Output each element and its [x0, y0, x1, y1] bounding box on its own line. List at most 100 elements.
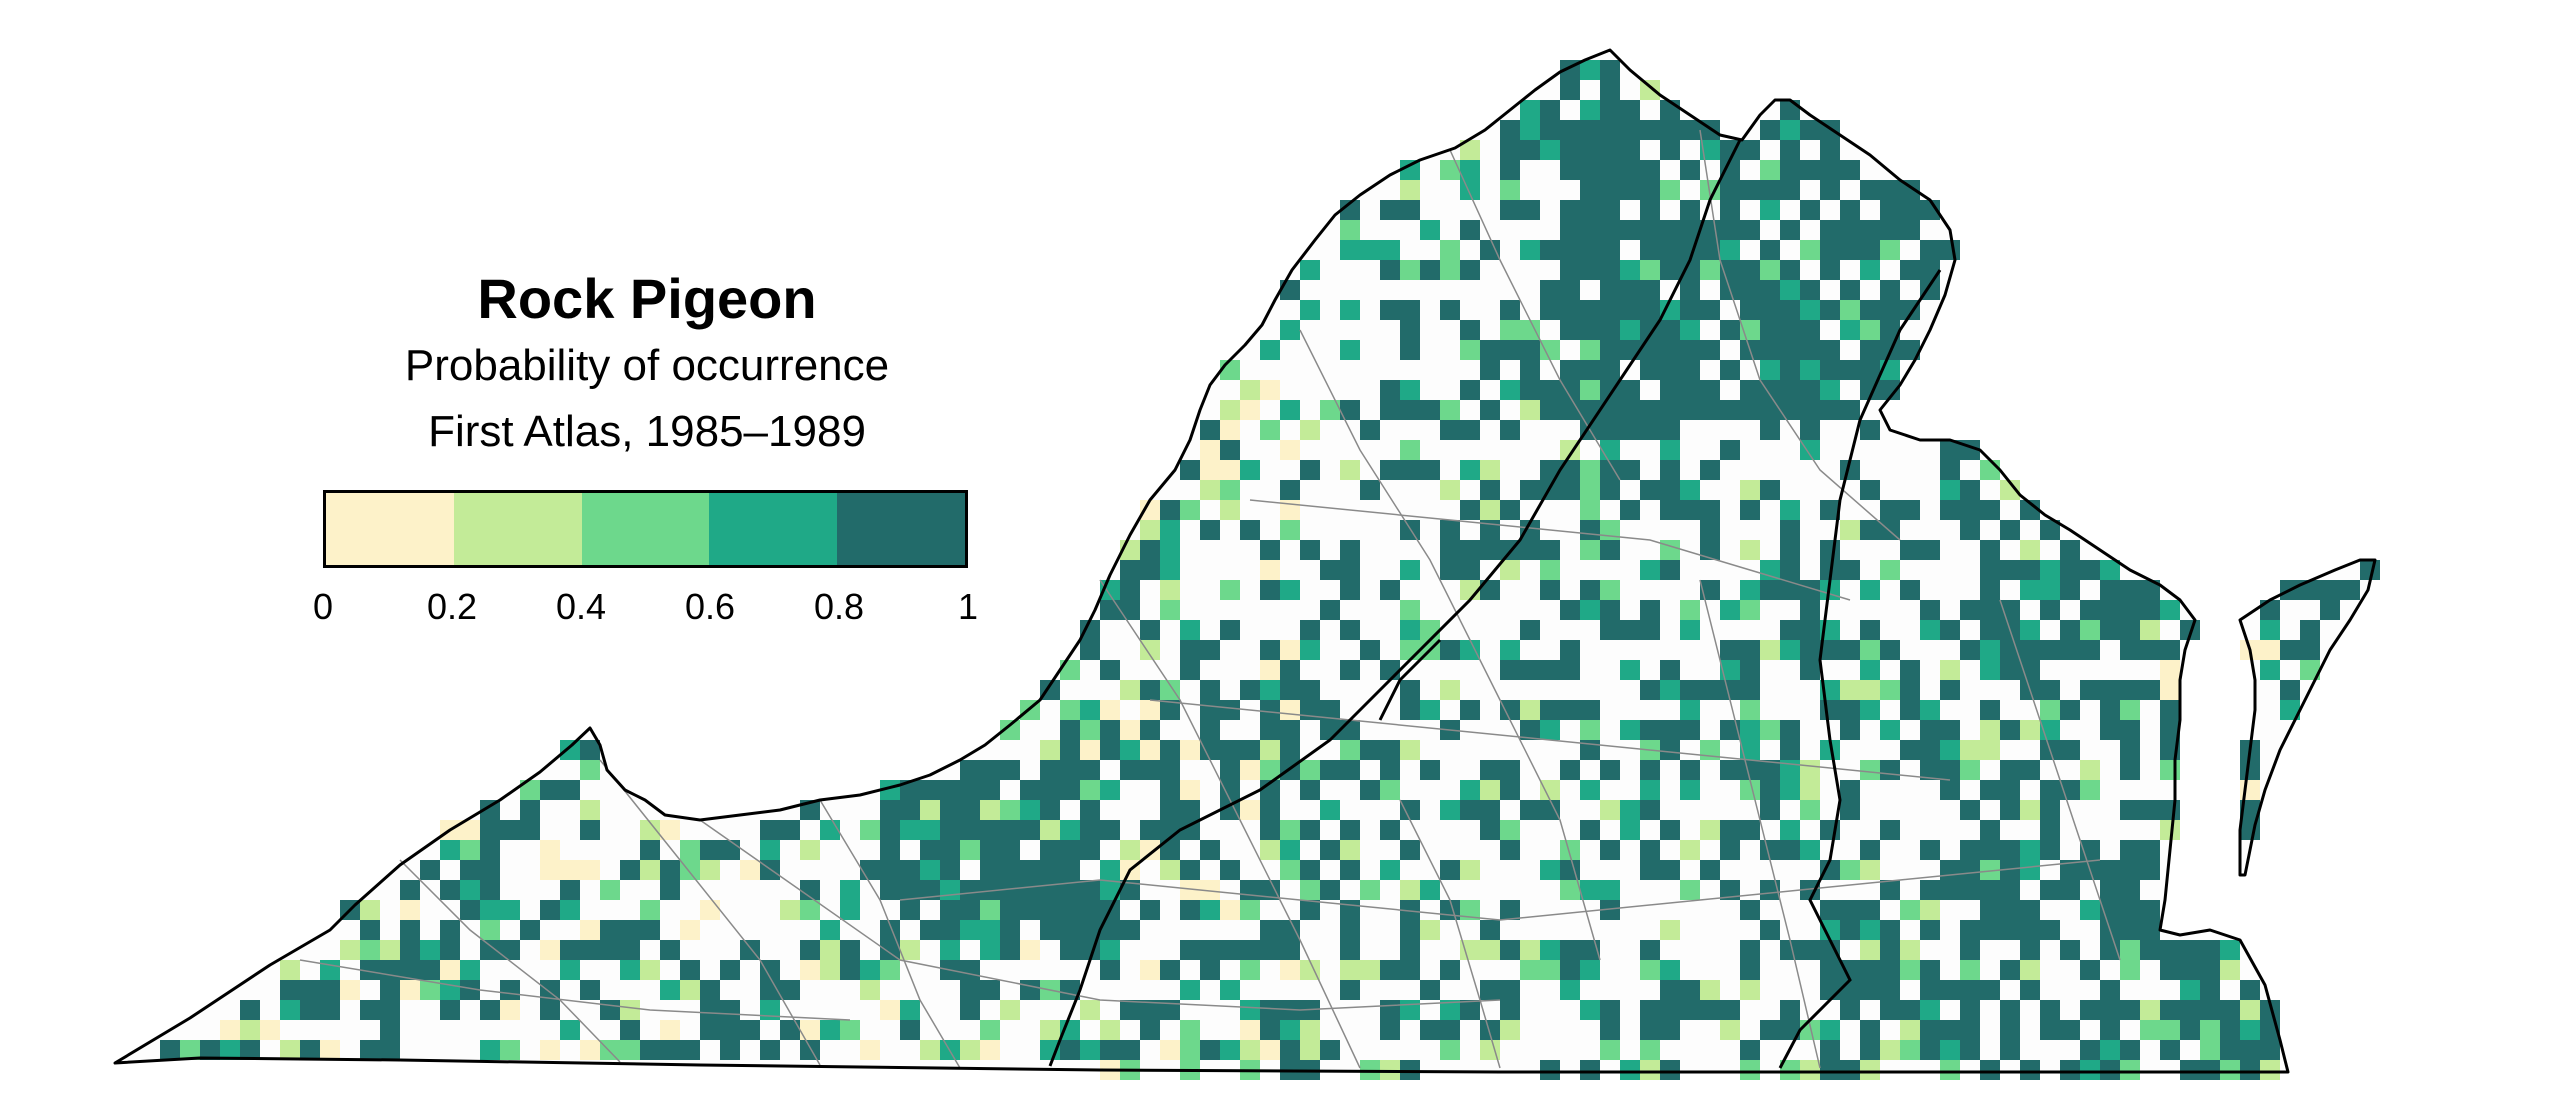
- grid-cell: [1940, 480, 1960, 500]
- grid-cell: [1740, 980, 1760, 1000]
- grid-cell: [1720, 1000, 1740, 1020]
- grid-cell: [1640, 780, 1660, 800]
- grid-cell: [1760, 200, 1780, 220]
- grid-cell: [1520, 200, 1540, 220]
- region-boundary: [1048, 139, 1742, 1067]
- county-line: [599, 759, 821, 1066]
- grid-cell: [2000, 480, 2020, 500]
- grid-cell: [1040, 800, 1060, 820]
- grid-cell: [1220, 780, 1240, 800]
- grid-cell: [2180, 940, 2200, 960]
- grid-cell: [500, 940, 520, 960]
- grid-cell: [440, 920, 460, 940]
- grid-cell: [1680, 840, 1700, 860]
- grid-cell: [1980, 640, 2000, 660]
- grid-cell: [1620, 720, 1640, 740]
- grid-cell: [1740, 900, 1760, 920]
- grid-cell: [2000, 720, 2020, 740]
- grid-cell: [1300, 680, 1320, 700]
- grid-cell: [1700, 400, 1720, 420]
- grid-cell: [960, 760, 980, 780]
- grid-cell: [1680, 200, 1700, 220]
- grid-cell: [1260, 760, 1280, 780]
- grid-cell: [1080, 640, 1100, 660]
- grid-cell: [700, 1000, 720, 1020]
- grid-cell: [1940, 500, 1960, 520]
- grid-cell: [1260, 1020, 1280, 1040]
- grid-cell: [1500, 840, 1520, 860]
- grid-cell: [1160, 520, 1180, 540]
- grid-cell: [2080, 900, 2100, 920]
- grid-cell: [1580, 320, 1600, 340]
- grid-cell: [1660, 720, 1680, 740]
- grid-cell: [2240, 760, 2260, 780]
- grid-cell: [1080, 880, 1100, 900]
- grid-cell: [2100, 980, 2120, 1000]
- grid-cell: [1740, 740, 1760, 760]
- grid-cell: [1940, 760, 1960, 780]
- grid-cell: [1980, 540, 2000, 560]
- grid-cell: [1280, 940, 1300, 960]
- grid-cell: [1960, 740, 1980, 760]
- grid-cell: [360, 1000, 380, 1020]
- grid-cell: [440, 880, 460, 900]
- grid-cell: [1000, 760, 1020, 780]
- grid-cell: [1840, 640, 1860, 660]
- grid-cell: [1800, 840, 1820, 860]
- grid-cell: [1020, 880, 1040, 900]
- grid-cell: [1800, 380, 1820, 400]
- grid-cell: [1480, 780, 1500, 800]
- grid-cell: [1760, 120, 1780, 140]
- grid-cell: [1620, 220, 1640, 240]
- grid-cell: [2160, 640, 2180, 660]
- grid-cell: [1560, 480, 1580, 500]
- grid-cell: [1620, 180, 1640, 200]
- grid-cell: [460, 880, 480, 900]
- grid-cell: [2060, 880, 2080, 900]
- grid-cell: [1900, 220, 1920, 240]
- grid-cell: [1200, 520, 1220, 540]
- grid-cell: [2120, 1000, 2140, 1020]
- grid-cell: [2080, 560, 2100, 580]
- grid-cell: [1080, 800, 1100, 820]
- grid-cell: [1780, 720, 1800, 740]
- grid-cell: [1860, 320, 1880, 340]
- grid-cell: [1100, 740, 1120, 760]
- grid-cell: [2020, 640, 2040, 660]
- grid-cell: [1440, 240, 1460, 260]
- grid-cell: [1860, 840, 1880, 860]
- grid-cell: [2160, 600, 2180, 620]
- grid-cell: [1760, 260, 1780, 280]
- grid-cell: [400, 940, 420, 960]
- grid-cell: [1360, 480, 1380, 500]
- grid-cell: [1920, 1040, 1940, 1060]
- grid-cell: [960, 840, 980, 860]
- grid-cell: [1940, 980, 1960, 1000]
- grid-cell: [1420, 760, 1440, 780]
- grid-cell: [1760, 340, 1780, 360]
- grid-cell: [2100, 600, 2120, 620]
- grid-cell: [1340, 400, 1360, 420]
- grid-cell: [1440, 260, 1460, 280]
- grid-cell: [1640, 400, 1660, 420]
- grid-cell: [1220, 580, 1240, 600]
- grid-cell: [1660, 400, 1680, 420]
- grid-cell: [2060, 620, 2080, 640]
- grid-cell: [460, 820, 480, 840]
- grid-cell: [2040, 580, 2060, 600]
- grid-cell: [1780, 300, 1800, 320]
- grid-cell: [1540, 280, 1560, 300]
- grid-cell: [1500, 380, 1520, 400]
- grid-cell: [800, 960, 820, 980]
- grid-cell: [1740, 540, 1760, 560]
- grid-cell: [1880, 1000, 1900, 1020]
- grid-cell: [320, 960, 340, 980]
- grid-cell: [1600, 260, 1620, 280]
- grid-cell: [1920, 740, 1940, 760]
- legend-swatch-4: [837, 493, 965, 565]
- grid-cell: [1040, 1020, 1060, 1040]
- grid-cell: [1820, 740, 1840, 760]
- grid-cell: [1700, 980, 1720, 1000]
- grid-cell: [740, 1020, 760, 1040]
- grid-cell: [1760, 1020, 1780, 1040]
